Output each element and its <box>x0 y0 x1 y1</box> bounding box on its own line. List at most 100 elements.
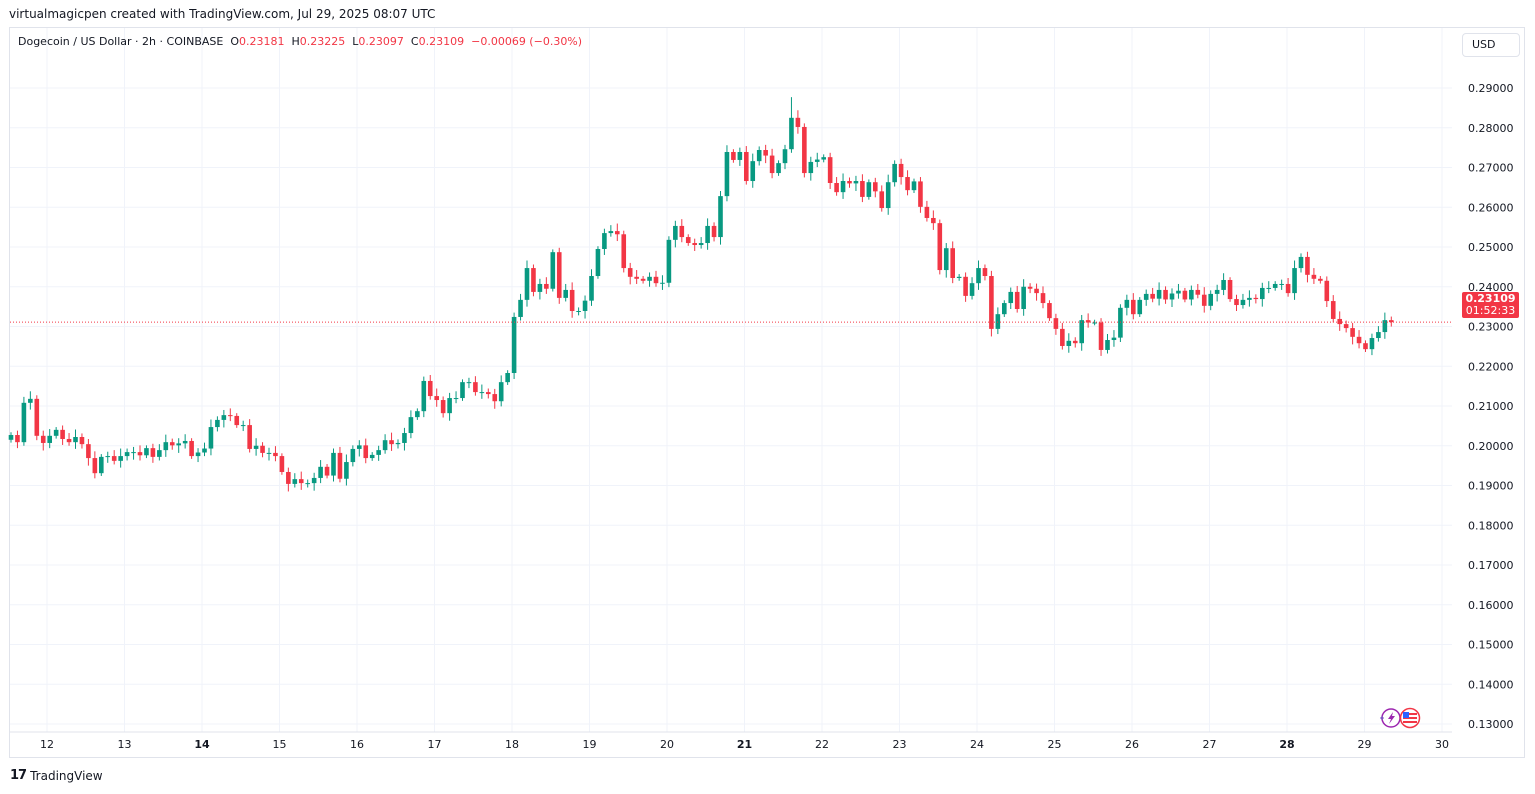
candle <box>898 158 904 185</box>
price-tick-label: 0.22000 <box>1468 360 1514 373</box>
candle-body <box>1343 324 1349 329</box>
candle <box>273 446 278 462</box>
us-flag-icon[interactable] <box>1399 707 1421 729</box>
candle-body <box>608 231 614 234</box>
candle-body <box>673 225 678 240</box>
candle-body <box>163 442 169 451</box>
candle-body <box>311 477 317 484</box>
candle-body <box>718 196 723 238</box>
candle <box>331 448 336 482</box>
candle-body <box>943 248 949 271</box>
candle <box>427 374 433 400</box>
candle-body <box>1072 340 1078 344</box>
candle <box>976 260 981 290</box>
candle-body <box>1201 294 1207 306</box>
candle <box>1014 285 1020 313</box>
candle-body <box>1337 318 1342 325</box>
candle-body <box>692 243 697 246</box>
candle <box>311 472 317 491</box>
candle <box>1343 320 1349 333</box>
candle-body <box>860 181 865 197</box>
price-tick-label: 0.17000 <box>1468 559 1514 572</box>
close-value: 0.23109 <box>418 35 465 48</box>
candle-body <box>427 380 433 397</box>
candle <box>131 446 136 460</box>
candle <box>518 293 523 321</box>
price-tick-label: 0.27000 <box>1468 162 1514 175</box>
candle-body <box>40 435 46 443</box>
candle <box>1305 251 1310 283</box>
close-label: C <box>410 35 419 48</box>
candle-body <box>1143 293 1149 300</box>
candle <box>937 219 943 275</box>
candle-body <box>1285 283 1291 294</box>
candle <box>802 123 807 178</box>
candle-body <box>79 437 85 445</box>
tradingview-logo[interactable]: 17 TradingView <box>10 768 103 783</box>
candle <box>956 274 962 281</box>
candle <box>1260 282 1265 307</box>
time-tick-label: 19 <box>583 738 597 751</box>
candle <box>744 146 749 185</box>
candle-body <box>479 392 485 394</box>
currency-selector[interactable]: USD <box>1462 33 1520 57</box>
time-tick-label: 21 <box>737 738 752 751</box>
candle-body <box>131 452 136 454</box>
candle <box>524 260 530 307</box>
candle <box>453 391 459 404</box>
lightning-icon[interactable] <box>1380 708 1401 728</box>
candle <box>169 438 175 450</box>
symbol-name[interactable]: Dogecoin / US Dollar · 2h · COINBASE <box>18 35 224 48</box>
candle-body <box>595 248 601 277</box>
candle-body <box>460 382 465 399</box>
candle <box>1247 290 1252 307</box>
candle <box>711 222 717 242</box>
candle-body <box>73 437 78 443</box>
candle-body <box>60 429 65 439</box>
candle <box>1324 276 1330 308</box>
candle-body <box>995 314 1001 329</box>
candle-body <box>331 452 336 476</box>
candle <box>1137 297 1143 317</box>
candle <box>602 228 607 255</box>
candle <box>840 173 846 199</box>
candle-body <box>918 181 923 207</box>
candle-body <box>363 445 369 459</box>
candle-body <box>1118 307 1123 338</box>
candle <box>1376 326 1381 342</box>
candle <box>40 430 46 451</box>
price-tick-label: 0.25000 <box>1468 241 1514 254</box>
candle-body <box>821 157 826 160</box>
candle-body <box>228 415 233 417</box>
candle-body <box>905 177 910 191</box>
candle-body <box>724 151 730 197</box>
candle <box>324 464 330 479</box>
candle-body <box>556 252 562 298</box>
candle <box>1066 333 1072 353</box>
candle-body <box>137 452 143 456</box>
candle <box>1098 318 1104 356</box>
candle <box>911 178 917 193</box>
price-tick-label: 0.13000 <box>1468 718 1514 731</box>
candle <box>318 460 323 484</box>
candle-body <box>511 316 517 374</box>
candle-body <box>660 282 665 284</box>
candle-body <box>505 373 510 383</box>
candle <box>505 370 510 385</box>
candle <box>1311 268 1317 284</box>
candle-body <box>1156 289 1162 299</box>
candle <box>1272 281 1278 291</box>
candle-body <box>582 300 588 311</box>
candle-body <box>795 117 801 127</box>
candle <box>1298 253 1304 273</box>
candle <box>1047 300 1052 321</box>
candle <box>208 419 214 456</box>
candle <box>1221 273 1226 296</box>
candle <box>544 277 549 294</box>
candle-body <box>1060 328 1065 346</box>
candle <box>53 427 59 439</box>
candle-body <box>86 444 91 459</box>
candle-body <box>1195 289 1201 295</box>
candle-body <box>15 435 20 443</box>
